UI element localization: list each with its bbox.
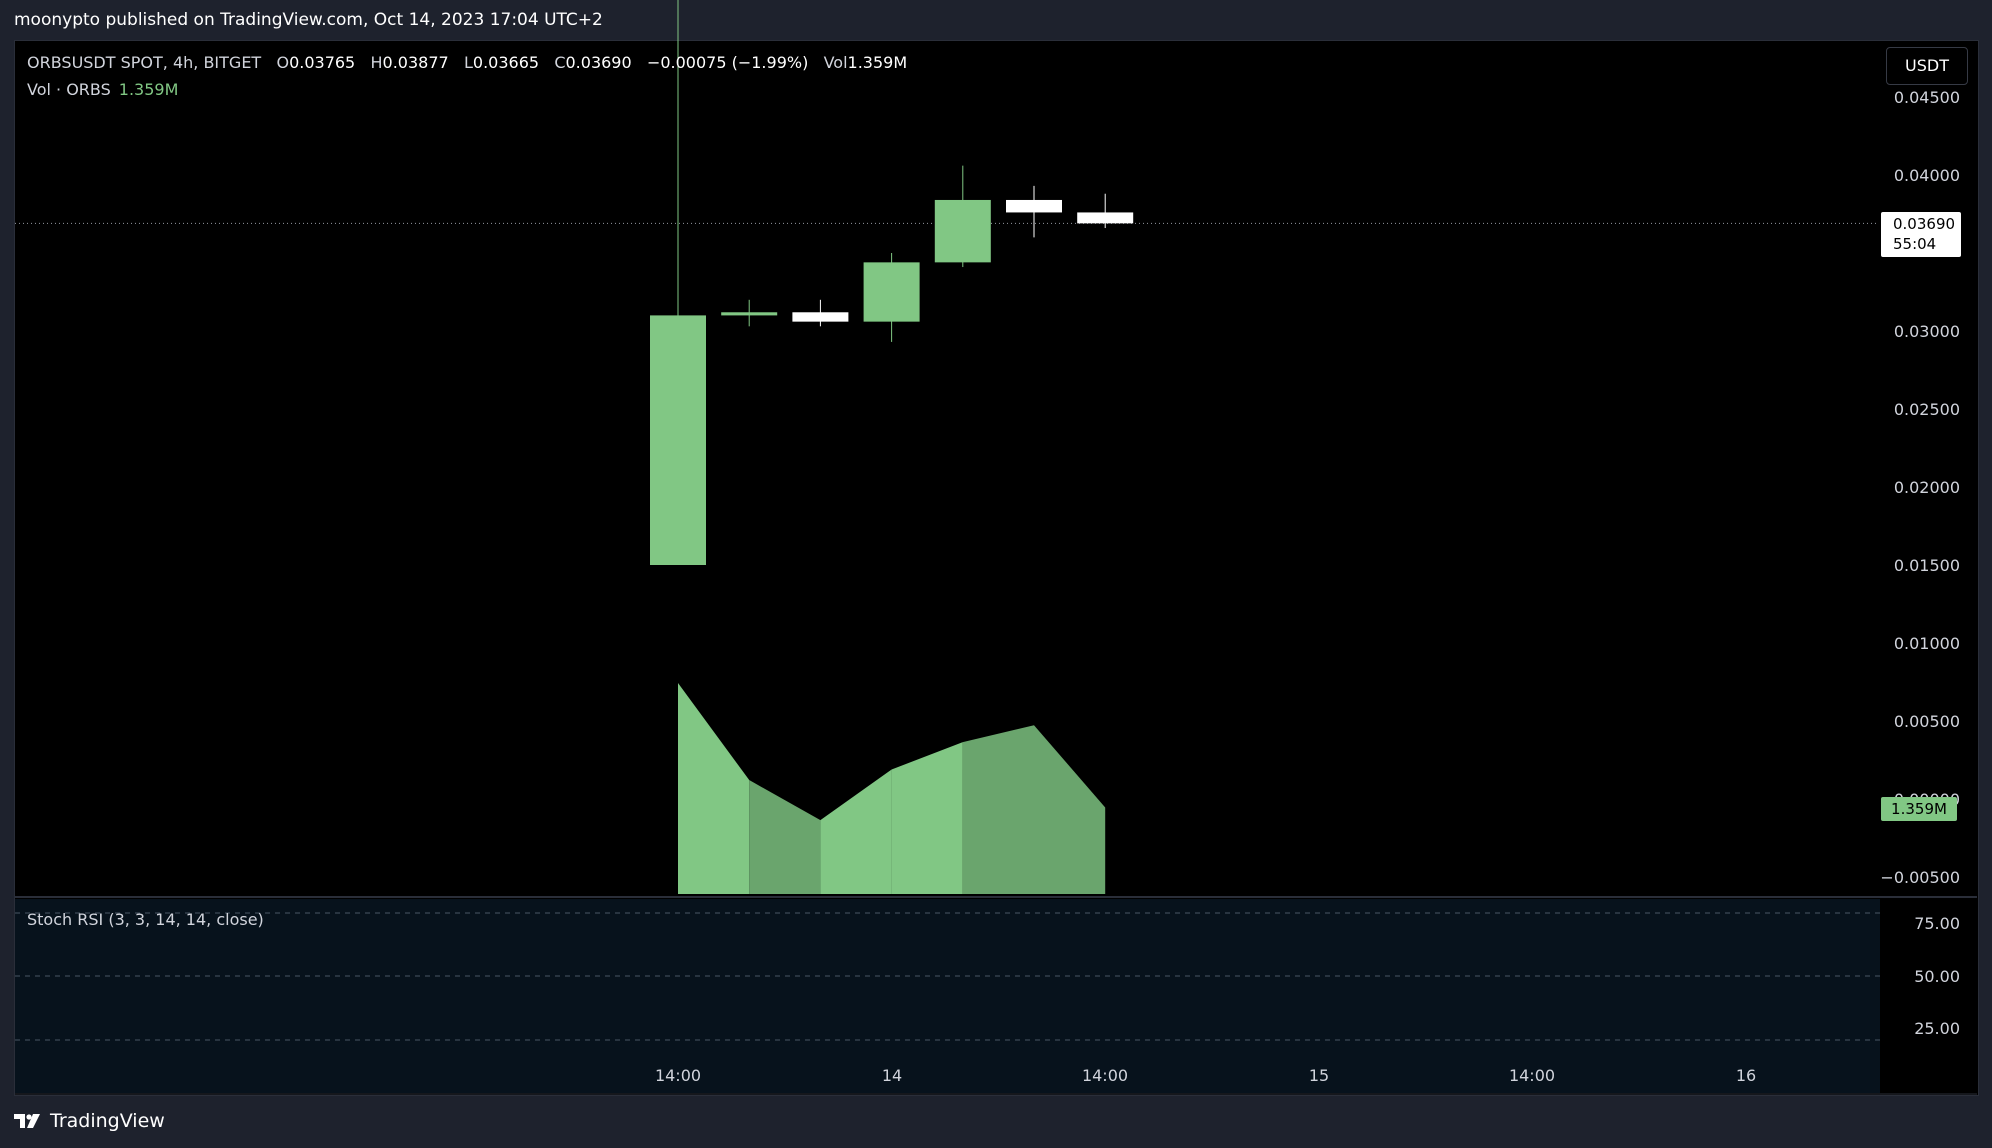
candle-body (863, 262, 920, 322)
ohlc-legend: ORBSUSDT SPOT, 4h, BITGET O0.03765 H0.03… (27, 53, 907, 72)
volume-segment (820, 769, 892, 894)
stoch-rsi-legend[interactable]: Stoch RSI (3, 3, 14, 14, close) (27, 910, 264, 929)
volume-legend: Vol · ORBS 1.359M (27, 80, 178, 99)
time-tick-label: 16 (1736, 1066, 1756, 1085)
price-tick-label: 0.01500 (1894, 556, 1960, 575)
volume-segment (962, 725, 1034, 894)
price-tick-label: 0.00500 (1894, 712, 1960, 731)
time-tick-label: 14:00 (655, 1066, 701, 1085)
candle-body (1077, 212, 1134, 224)
volume-legend-label[interactable]: Vol · ORBS (27, 80, 111, 99)
candle-body (650, 315, 706, 565)
price-tick-label: 0.01000 (1894, 634, 1960, 653)
low-value: 0.03665 (472, 53, 540, 72)
candle-body (721, 312, 778, 316)
time-tick-label: 14 (882, 1066, 902, 1085)
footer-brand[interactable]: TradingView (14, 1110, 165, 1132)
volume-segment (749, 780, 821, 894)
price-tick-label: 0.04000 (1894, 166, 1960, 185)
footer-brand-label: TradingView (50, 1110, 165, 1132)
high-value: 0.03877 (382, 53, 449, 72)
change-value: −0.00075 (−1.99%) (646, 53, 809, 72)
vol-value: 1.359M (847, 53, 908, 72)
close-value: 0.03690 (565, 53, 632, 72)
stoch-tick-label: 25.00 (1914, 1019, 1960, 1038)
stoch-tick-label: 75.00 (1914, 914, 1960, 933)
volume-tag: 1.359M (1881, 797, 1957, 821)
time-tick-label: 14:00 (1082, 1066, 1128, 1085)
candle-body (792, 312, 849, 322)
last-price-value: 0.03690 (1893, 215, 1956, 233)
stoch-tick-label: 50.00 (1914, 967, 1960, 986)
vol-label: Vol (823, 53, 848, 72)
last-price-tag: 0.03690 55:04 (1881, 212, 1961, 257)
time-tick-label: 15 (1309, 1066, 1329, 1085)
volume-legend-value: 1.359M (118, 80, 179, 99)
close-label: C (554, 53, 566, 72)
price-tick-label: 0.03000 (1894, 322, 1960, 341)
price-tick-label: −0.00500 (1880, 868, 1960, 887)
publish-header: moonypto published on TradingView.com, O… (14, 10, 603, 30)
symbol-label[interactable]: ORBSUSDT SPOT, 4h, BITGET (27, 53, 262, 72)
candle-body (1006, 199, 1062, 213)
volume-segment (678, 683, 750, 894)
tradingview-logo-icon (14, 1114, 40, 1128)
bar-countdown: 55:04 (1893, 235, 1937, 253)
price-tick-label: 0.04500 (1894, 88, 1960, 107)
volume-segment (1034, 725, 1106, 894)
volume-segment (891, 742, 963, 894)
currency-button[interactable]: USDT (1886, 47, 1968, 85)
stoch-pane-background (15, 899, 1880, 1093)
low-label: L (463, 53, 473, 72)
open-value: 0.03765 (289, 53, 356, 72)
price-tick-label: 0.02000 (1894, 478, 1960, 497)
open-label: O (276, 53, 290, 72)
candle-body (934, 199, 991, 263)
time-tick-label: 14:00 (1509, 1066, 1555, 1085)
price-tick-label: 0.02500 (1894, 400, 1960, 419)
high-label: H (370, 53, 383, 72)
